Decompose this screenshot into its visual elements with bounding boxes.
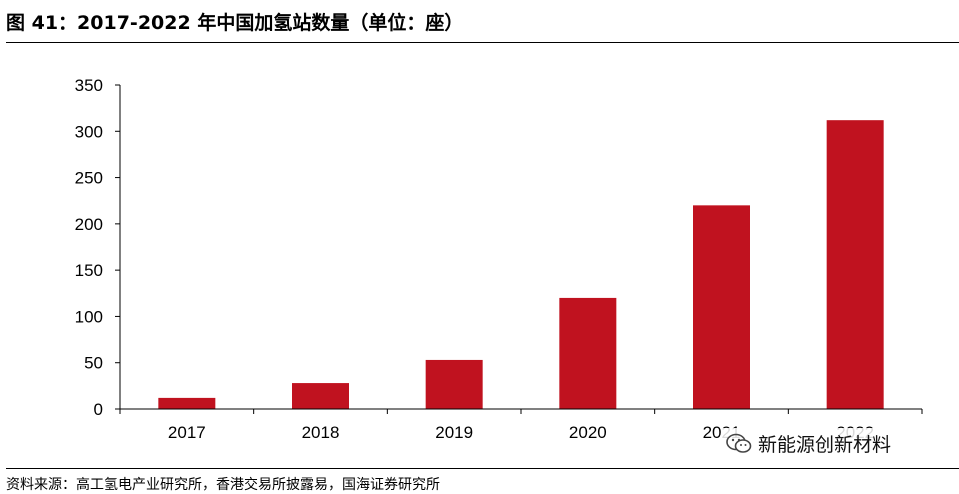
source-note: 资料来源：高工氢电产业研究所，香港交易所披露易，国海证券研究所: [6, 477, 440, 493]
bar-2022: [826, 120, 884, 410]
wechat-icon: [726, 433, 752, 453]
y-tick-label: 200: [75, 215, 103, 234]
y-tick-label: 100: [75, 307, 103, 326]
y-tick-label: 350: [75, 76, 103, 95]
bar-2019: [425, 359, 483, 409]
x-tick-label: 2019: [435, 423, 473, 442]
watermark-text: 新能源创新材料: [758, 434, 892, 456]
bar-2018: [292, 383, 349, 409]
title-divider: [6, 42, 959, 43]
bar-2017: [158, 397, 216, 409]
x-tick-label: 2018: [302, 423, 340, 442]
bar-2020: [559, 297, 617, 409]
watermark: 新能源创新材料: [722, 428, 896, 459]
footer-divider: [6, 468, 959, 469]
y-tick-label: 50: [84, 354, 103, 373]
x-tick-label: 2020: [569, 423, 607, 442]
y-tick-label: 0: [94, 400, 103, 419]
bar-2021: [693, 205, 750, 409]
y-tick-label: 150: [75, 261, 103, 280]
x-tick-label: 2017: [168, 423, 206, 442]
y-tick-label: 250: [75, 169, 103, 188]
y-tick-label: 300: [75, 122, 103, 141]
figure-title: 图 41：2017-2022 年中国加氢站数量（单位：座）: [6, 12, 464, 34]
